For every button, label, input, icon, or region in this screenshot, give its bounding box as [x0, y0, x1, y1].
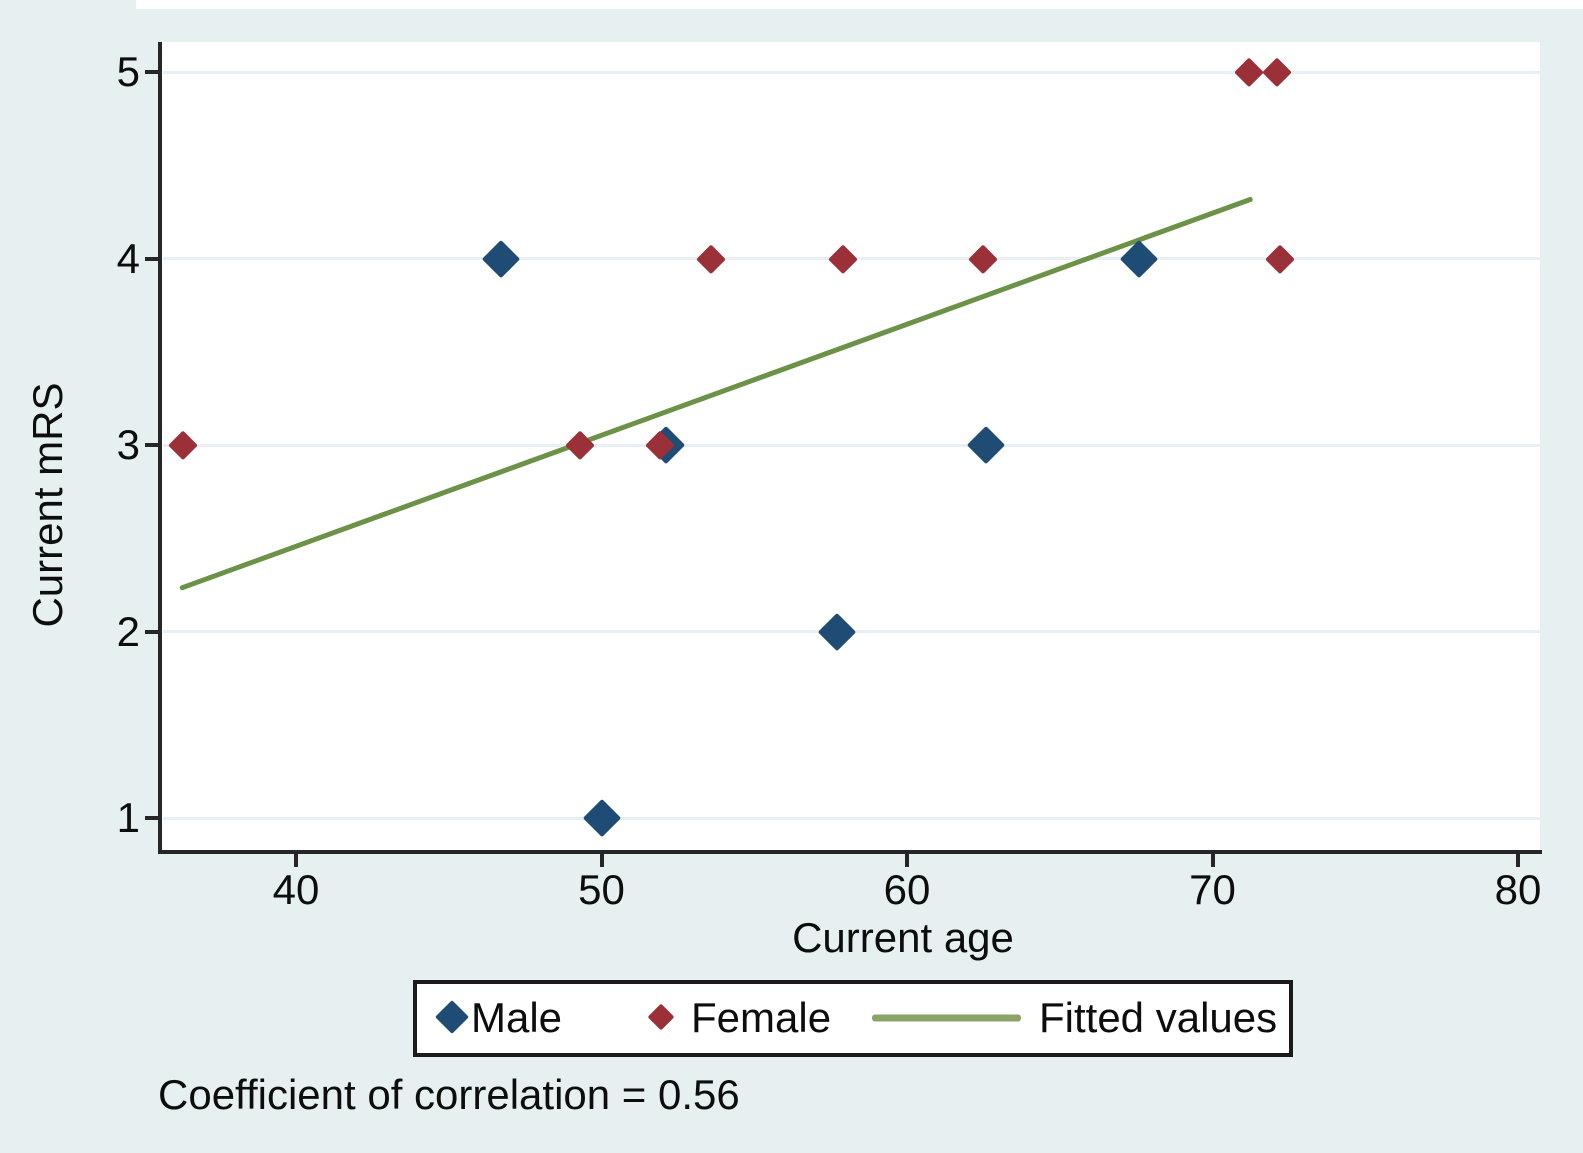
y-tick-1	[145, 816, 158, 820]
data-point-male	[817, 612, 856, 651]
gridline-y-3	[163, 443, 1540, 447]
y-tick-label-1: 1	[116, 794, 140, 841]
x-axis-line	[158, 850, 1542, 854]
female-marker-icon	[647, 1003, 675, 1031]
male-marker-icon	[435, 1000, 469, 1034]
legend-label-female: Female	[691, 994, 832, 1041]
y-tick-3	[145, 443, 158, 447]
data-point-female	[968, 244, 998, 273]
fitted-line-icon	[872, 1014, 1021, 1022]
x-tick-40	[294, 854, 298, 867]
data-point-female	[1265, 244, 1295, 273]
data-point-female	[1234, 57, 1264, 87]
y-tick-label-2: 2	[116, 607, 140, 655]
legend-label-fitted-values: Fitted values	[1039, 994, 1278, 1041]
y-tick-5	[145, 70, 158, 74]
x-tick-label-60: 60	[883, 866, 931, 913]
data-point-male	[481, 239, 520, 278]
gridline-y-1	[163, 816, 1540, 820]
data-point-female	[168, 430, 198, 460]
y-axis-line	[158, 42, 162, 854]
legend: Male Female Fitted values	[413, 980, 1293, 1057]
y-tick-2	[145, 629, 158, 634]
x-tick-80	[1516, 854, 1520, 867]
top-white-strip	[136, 0, 1583, 9]
legend-label-male: Male	[471, 994, 563, 1041]
y-tick-4	[145, 256, 158, 261]
data-point-female	[565, 430, 595, 460]
y-axis-title: Current mRS	[24, 382, 71, 628]
data-point-male	[967, 426, 1006, 464]
x-tick-70	[1210, 854, 1215, 867]
x-axis-title: Current age	[792, 914, 1014, 961]
x-tick-label-70: 70	[1189, 866, 1236, 913]
x-tick-60	[905, 854, 909, 867]
y-tick-label-5: 5	[116, 48, 140, 95]
x-tick-label-80: 80	[1494, 866, 1542, 913]
y-tick-label-4: 4	[116, 234, 140, 282]
gridline-y-5	[163, 70, 1540, 74]
x-tick-label-40: 40	[272, 866, 320, 913]
data-point-female	[828, 244, 858, 273]
y-tick-label-3: 3	[116, 421, 140, 468]
caption: Coefficient of correlation = 0.56	[158, 1071, 740, 1118]
x-tick-label-50: 50	[578, 866, 625, 913]
data-point-female	[1262, 57, 1292, 87]
x-tick-50	[599, 854, 604, 867]
data-point-male	[582, 799, 621, 837]
data-point-female	[696, 244, 726, 273]
